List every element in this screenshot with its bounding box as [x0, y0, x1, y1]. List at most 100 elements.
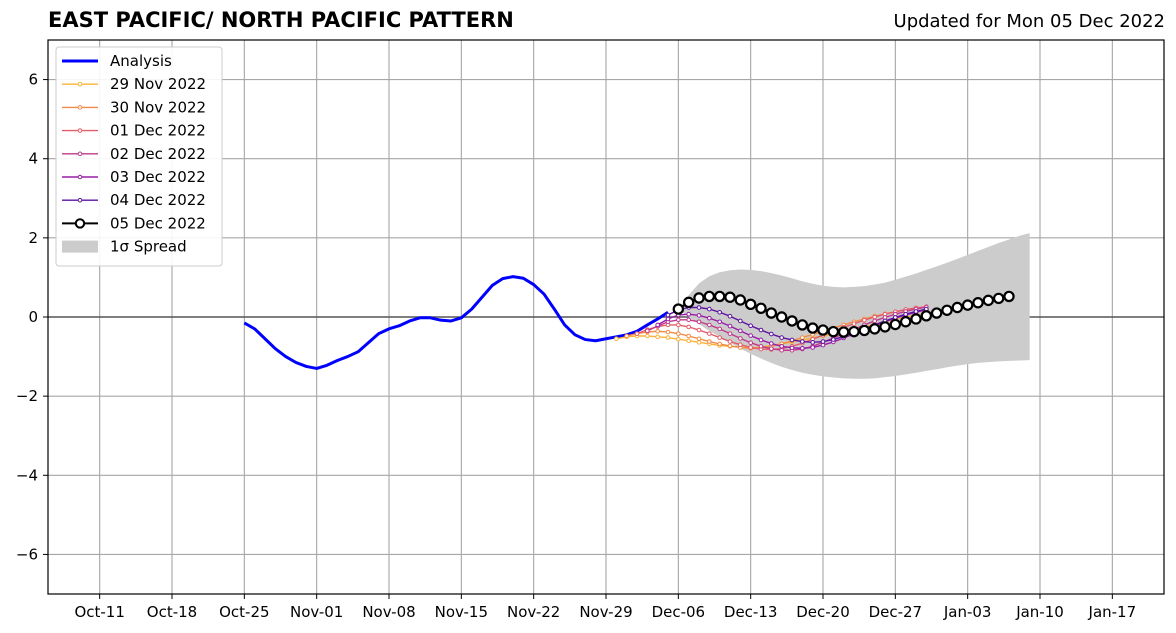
data-point	[686, 317, 691, 323]
data-point	[789, 337, 795, 343]
data-point	[806, 322, 819, 334]
data-point	[707, 306, 712, 312]
legend-item: 02 Dec 2022	[62, 145, 206, 163]
data-point	[727, 331, 733, 336]
data-point	[930, 307, 943, 319]
x-tick-label: Dec-13	[724, 603, 778, 621]
series-6	[672, 290, 1015, 338]
x-tick-label: Nov-15	[435, 603, 488, 621]
x-tick-label: Dec-20	[796, 603, 850, 621]
data-point	[696, 319, 702, 325]
data-point	[645, 333, 650, 339]
data-point	[696, 336, 702, 342]
data-point	[910, 313, 922, 325]
data-point	[686, 324, 691, 330]
data-point	[820, 339, 826, 344]
data-point	[655, 322, 660, 328]
data-point	[676, 317, 681, 323]
data-point	[889, 318, 902, 331]
data-point	[717, 326, 722, 332]
legend-marker	[74, 218, 86, 229]
data-point	[738, 336, 743, 341]
data-point	[686, 311, 691, 317]
data-point	[696, 340, 702, 345]
data-point	[882, 315, 888, 320]
data-point	[775, 311, 788, 323]
legend-label: 04 Dec 2022	[110, 191, 206, 209]
data-point	[765, 307, 778, 319]
legend-item: 04 Dec 2022	[62, 191, 206, 209]
data-point	[820, 342, 826, 348]
data-point	[707, 331, 712, 336]
data-point	[665, 312, 671, 318]
data-point	[748, 340, 753, 346]
data-point	[893, 315, 898, 320]
data-point	[676, 322, 681, 328]
legend-marker	[77, 81, 83, 87]
y-tick-label: −6	[16, 545, 38, 563]
legend-label: Analysis	[110, 52, 172, 70]
x-tick-label: Jan-17	[1088, 603, 1137, 621]
data-point	[696, 305, 702, 310]
data-point	[779, 347, 784, 353]
data-point	[831, 337, 836, 342]
legend-marker	[77, 151, 83, 157]
x-tick-label: Oct-11	[74, 603, 124, 621]
data-point	[817, 324, 829, 336]
y-tick-label: 4	[28, 150, 38, 168]
legend-item: 30 Nov 2022	[62, 98, 206, 116]
data-point	[655, 328, 660, 334]
data-point	[779, 335, 784, 340]
data-point	[800, 339, 805, 344]
data-point	[769, 331, 774, 337]
x-tick-label: Nov-08	[362, 603, 415, 621]
x-tick-label: Nov-22	[507, 603, 560, 621]
data-point	[686, 338, 691, 344]
data-point	[676, 336, 681, 342]
data-point	[779, 343, 784, 349]
data-point	[624, 333, 629, 339]
legend-marker	[77, 174, 83, 180]
legend-item: 29 Nov 2022	[62, 75, 206, 93]
legend-item: 05 Dec 2022	[62, 214, 206, 232]
data-point	[665, 329, 671, 335]
x-tick-label: Jan-10	[1015, 603, 1064, 621]
data-point	[713, 290, 726, 303]
data-point	[707, 315, 712, 321]
data-point	[748, 333, 753, 338]
data-point	[748, 323, 753, 329]
x-tick-label: Dec-06	[652, 603, 706, 621]
y-tick-label: 0	[28, 308, 38, 326]
data-point	[769, 346, 774, 351]
legend-label: 29 Nov 2022	[110, 75, 206, 93]
legend-label: 1σ Spread	[110, 238, 187, 256]
legend-item: Analysis	[62, 52, 172, 70]
data-point	[879, 321, 891, 333]
data-point	[848, 325, 860, 338]
legend-item: 01 Dec 2022	[62, 122, 206, 140]
data-point	[738, 318, 743, 324]
legend-item: 03 Dec 2022	[62, 168, 206, 186]
analysis-line	[243, 275, 669, 370]
data-point	[899, 316, 912, 328]
data-point	[696, 313, 702, 318]
data-point	[992, 292, 1005, 305]
data-point	[755, 302, 767, 314]
legend-item: 1σ Spread	[62, 238, 187, 256]
legend-label: 05 Dec 2022	[110, 214, 206, 232]
legend: Analysis 29 Nov 2022 30 Nov 2022 01 Dec 202…	[55, 46, 223, 267]
data-point	[862, 317, 867, 323]
data-point	[748, 345, 753, 350]
data-point	[851, 321, 857, 327]
data-point	[982, 294, 995, 307]
data-point	[800, 335, 805, 340]
legend-label: 01 Dec 2022	[110, 122, 206, 140]
data-point	[951, 301, 964, 314]
data-point	[665, 316, 671, 322]
legend-label: 30 Nov 2022	[110, 98, 206, 116]
legend-marker	[77, 105, 83, 110]
legend-box	[55, 46, 223, 267]
legend-swatch	[62, 240, 98, 253]
data-point	[858, 324, 871, 337]
